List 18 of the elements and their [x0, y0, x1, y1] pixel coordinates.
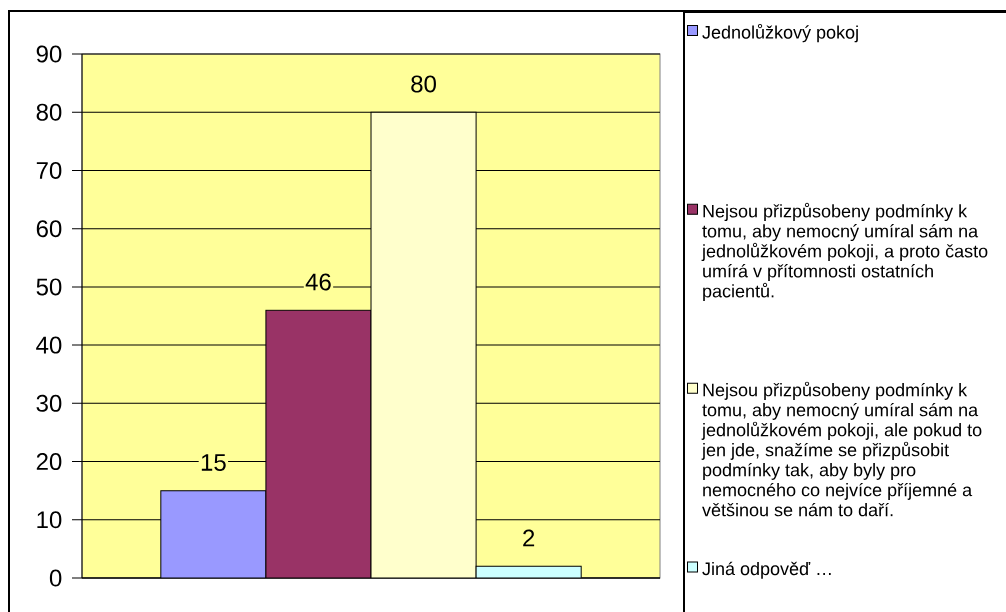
y-tick-label: 70 — [36, 161, 62, 179]
data-label: 80 — [411, 75, 436, 93]
y-tick-label: 20 — [36, 453, 62, 471]
data-label: 2 — [523, 529, 535, 547]
y-tick-label: 10 — [37, 511, 62, 529]
y-tick-label: 90 — [36, 45, 62, 63]
data-label: 46 — [305, 273, 331, 291]
legend-label: Nejsou přizpůsobeny podmínky k tomu, aby nemocný umíral sám na jednolůžkovém pokoji, ale pokud to jen jde, snažíme se přizpůsobit podmínky tak, aby byly pro nemocného co nejvíce příjemné a většinou se nám to daří. — [701, 381, 982, 517]
data-label: 15 — [201, 454, 226, 471]
legend-label: Nejsou přizpůsobeny podmínky k tomu, aby nemocný umíral sám na jednolůžkovém pokoji, a proto často umírá v přítomnosti ostatních pacientů. — [701, 202, 988, 302]
y-tick-label: 60 — [36, 220, 62, 238]
y-tick-label: 40 — [36, 336, 62, 354]
y-tick-label: 0 — [49, 569, 62, 587]
legend-label: Jednolůžkový pokoj — [702, 23, 858, 43]
y-tick-label: 50 — [36, 278, 62, 296]
y-tick-label: 80 — [36, 103, 62, 121]
y-tick-label: 30 — [36, 394, 62, 412]
legend-label: Jiná odpověď … — [702, 561, 831, 579]
